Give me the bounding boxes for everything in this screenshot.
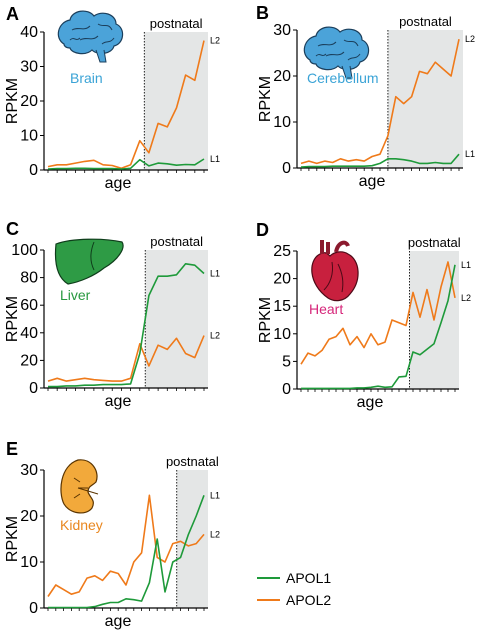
- y-tick-label: 80: [20, 270, 38, 287]
- postnatal-label: postnatal: [150, 234, 203, 249]
- y-tick-label: 20: [273, 271, 291, 288]
- organ-label: Liver: [60, 287, 91, 303]
- y-tick-label: 15: [273, 298, 291, 315]
- panel-letter: B: [256, 3, 269, 23]
- series-line-apol2: [300, 261, 456, 365]
- y-tick-label: 25: [273, 243, 291, 260]
- end-label-l2: L2: [465, 34, 475, 44]
- series-line-apol2: [300, 39, 460, 165]
- kidney-icon: [60, 459, 99, 514]
- panel-letter: A: [6, 4, 19, 24]
- y-tick-label: 10: [20, 554, 38, 571]
- x-axis-title: age: [105, 613, 132, 630]
- x-axis-title: age: [105, 393, 132, 410]
- series-line-apol1: [48, 495, 205, 609]
- y-tick-label: 5: [282, 353, 291, 370]
- organ-label: Heart: [309, 301, 343, 317]
- postnatal-label: postnatal: [150, 16, 203, 31]
- end-label-l2: L2: [210, 36, 220, 46]
- organ-label: Brain: [70, 70, 103, 86]
- end-label-l2: L2: [210, 331, 220, 341]
- y-tick-label: 20: [20, 93, 38, 110]
- series-line-apol2: [47, 335, 205, 382]
- y-tick-label: 10: [273, 326, 291, 343]
- brain-icon: [57, 10, 124, 63]
- y-tick-label: 20: [20, 508, 38, 525]
- y-tick-label: 0: [282, 160, 291, 177]
- y-tick-label: 100: [11, 242, 38, 259]
- y-axis-title: RPKM: [257, 297, 274, 343]
- end-label-l2: L2: [461, 293, 471, 303]
- end-label-l1: L1: [210, 154, 220, 164]
- brain-icon: [303, 26, 370, 79]
- y-tick-label: 0: [282, 381, 291, 398]
- panel-e: postnatal 0 10 20 30 age RPKM E Kidney L2 L1: [4, 439, 220, 630]
- x-axis-title: age: [357, 394, 384, 411]
- heart-icon: [311, 240, 359, 302]
- end-label-l1: L1: [210, 490, 220, 500]
- end-label-l1: L1: [461, 260, 471, 270]
- legend-label-apol2: APOL2: [286, 592, 331, 608]
- series-line-apol2: [47, 40, 205, 170]
- y-tick-label: 0: [29, 162, 38, 179]
- y-tick-label: 10: [20, 128, 38, 145]
- x-axis-title: age: [359, 173, 386, 190]
- liver-icon: [54, 238, 124, 285]
- y-tick-label: 60: [20, 297, 38, 314]
- postnatal-region: [144, 32, 208, 170]
- panel-a: postnatal 0 10 20 30 40 age RPKM A Brain L2 L1: [4, 4, 220, 192]
- organ-label: Cerebellum: [307, 70, 379, 86]
- postnatal-label: postnatal: [399, 14, 452, 29]
- y-tick-label: 20: [20, 352, 38, 369]
- panel-d: postnatal 0 5 10 15 20 25 age RPKM D Heart L2 L1: [256, 220, 471, 411]
- panel-letter: E: [6, 439, 18, 459]
- organ-label: Kidney: [60, 517, 103, 533]
- y-axis-title: RPKM: [4, 78, 21, 124]
- y-tick-label: 30: [20, 59, 38, 76]
- postnatal-label: postnatal: [166, 454, 219, 469]
- y-tick-label: 0: [29, 600, 38, 617]
- y-axis-title: RPKM: [4, 296, 21, 342]
- y-axis-title: RPKM: [4, 516, 21, 562]
- y-tick-label: 30: [20, 462, 38, 479]
- y-tick-label: 0: [29, 380, 38, 397]
- panel-b: postnatal 0 10 20 30 age RPKM B Cerebellum L2 L1: [256, 3, 475, 190]
- y-tick-label: 20: [273, 68, 291, 85]
- legend-label-apol1: APOL1: [286, 570, 331, 586]
- series-line-apol2: [47, 494, 205, 597]
- panel-c: postnatal 0 20 40 60 80 100 age RPKM C Liver L2 L1: [4, 219, 220, 410]
- y-axis-title: RPKM: [257, 76, 274, 122]
- end-label-l1: L1: [465, 149, 475, 159]
- series-line-apol1: [300, 153, 460, 168]
- y-tick-label: 10: [273, 114, 291, 131]
- y-tick-label: 40: [20, 325, 38, 342]
- postnatal-region: [176, 470, 208, 608]
- y-tick-label: 40: [20, 24, 38, 41]
- series-line-apol1: [47, 158, 205, 170]
- x-axis-title: age: [105, 175, 132, 192]
- end-label-l2: L2: [210, 529, 220, 539]
- panel-letter: D: [256, 220, 269, 240]
- postnatal-region: [387, 30, 463, 168]
- end-label-l1: L1: [210, 268, 220, 278]
- postnatal-label: postnatal: [408, 235, 461, 250]
- series-line-apol1: [48, 262, 205, 388]
- chart-panels: postnatal010203040ageRPKMABrainL2L1postn…: [4, 3, 475, 630]
- legend: APOL1 APOL2: [257, 570, 331, 608]
- postnatal-region: [145, 250, 208, 388]
- panel-letter: C: [6, 219, 19, 239]
- y-tick-label: 30: [273, 22, 291, 39]
- series-line-apol1: [301, 264, 456, 390]
